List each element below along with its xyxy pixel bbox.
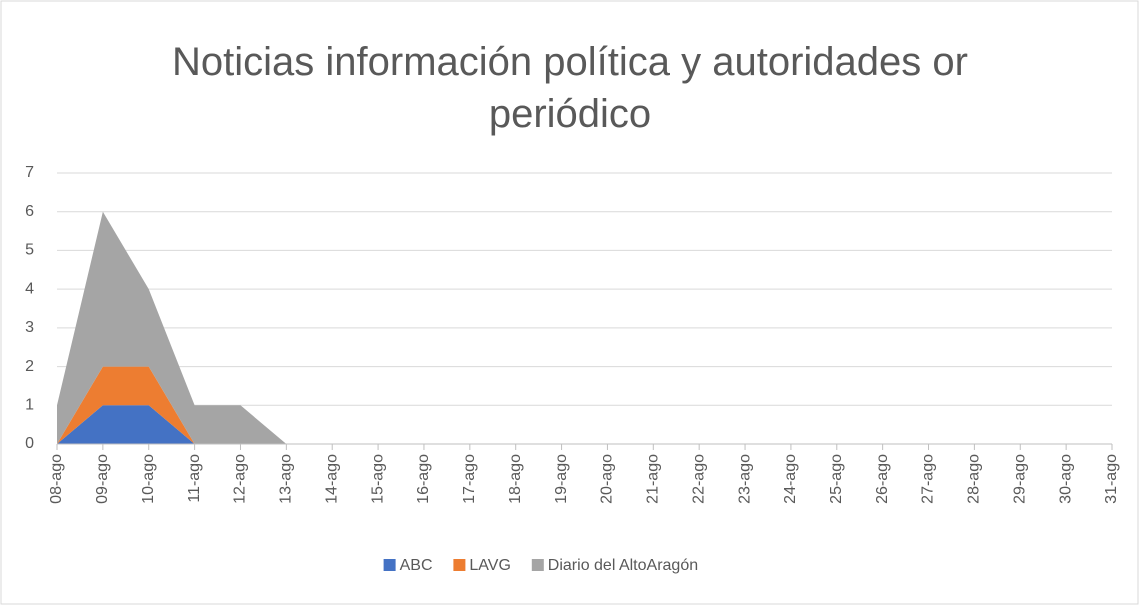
x-tick-label: 11-ago [186, 454, 203, 503]
x-tick-label: 19-ago [553, 454, 570, 504]
area [57, 366, 195, 444]
x-tick-label: 30-ago [1057, 454, 1074, 504]
y-tick-label: 7 [25, 164, 34, 181]
y-tick-label: 5 [25, 242, 34, 259]
area [57, 211, 287, 444]
legend-label: LAVG [469, 557, 511, 574]
x-tick-label: 12-ago [232, 454, 249, 504]
y-tick-label: 1 [25, 397, 34, 414]
x-tick-label: 26-ago [874, 454, 891, 504]
x-tick-label: 31-ago [1103, 454, 1120, 504]
legend-swatch [531, 559, 544, 571]
x-tick-label: 16-ago [415, 454, 432, 504]
chart-title: Noticias información política y autorida… [172, 40, 968, 136]
y-tick-label: 6 [25, 203, 34, 220]
x-tick-label: 23-ago [736, 454, 753, 504]
x-tick-label: 13-ago [278, 454, 295, 504]
x-tick-label: 24-ago [782, 454, 799, 504]
y-tick-label: 0 [25, 435, 34, 452]
y-tick-label: 4 [25, 280, 34, 297]
x-tick-label: 27-ago [920, 454, 937, 504]
legend-label: Diario del AltoAragón [548, 557, 698, 574]
x-tick-label: 22-ago [690, 454, 707, 504]
x-tick-label: 25-ago [828, 454, 845, 504]
x-tick-label: 29-ago [1011, 454, 1028, 504]
x-tick-label: 21-ago [645, 454, 662, 504]
x-tick-label: 18-ago [507, 454, 524, 504]
x-tick-label: 14-ago [323, 454, 340, 504]
x-tick-label: 17-ago [461, 454, 478, 504]
x-tick-label: 15-ago [369, 454, 386, 504]
y-tick-label: 3 [25, 319, 34, 336]
x-tick-label: 08-ago [48, 454, 65, 504]
x-tick-label: 10-ago [140, 454, 157, 504]
x-tick-label: 09-ago [94, 454, 111, 504]
y-tick-label: 2 [25, 358, 34, 375]
area [57, 405, 195, 444]
legend-swatch [383, 559, 396, 571]
legend-swatch [453, 559, 466, 571]
x-tick-label: 28-ago [966, 454, 983, 504]
legend-label: ABC [400, 557, 433, 574]
x-tick-label: 20-ago [599, 454, 616, 504]
